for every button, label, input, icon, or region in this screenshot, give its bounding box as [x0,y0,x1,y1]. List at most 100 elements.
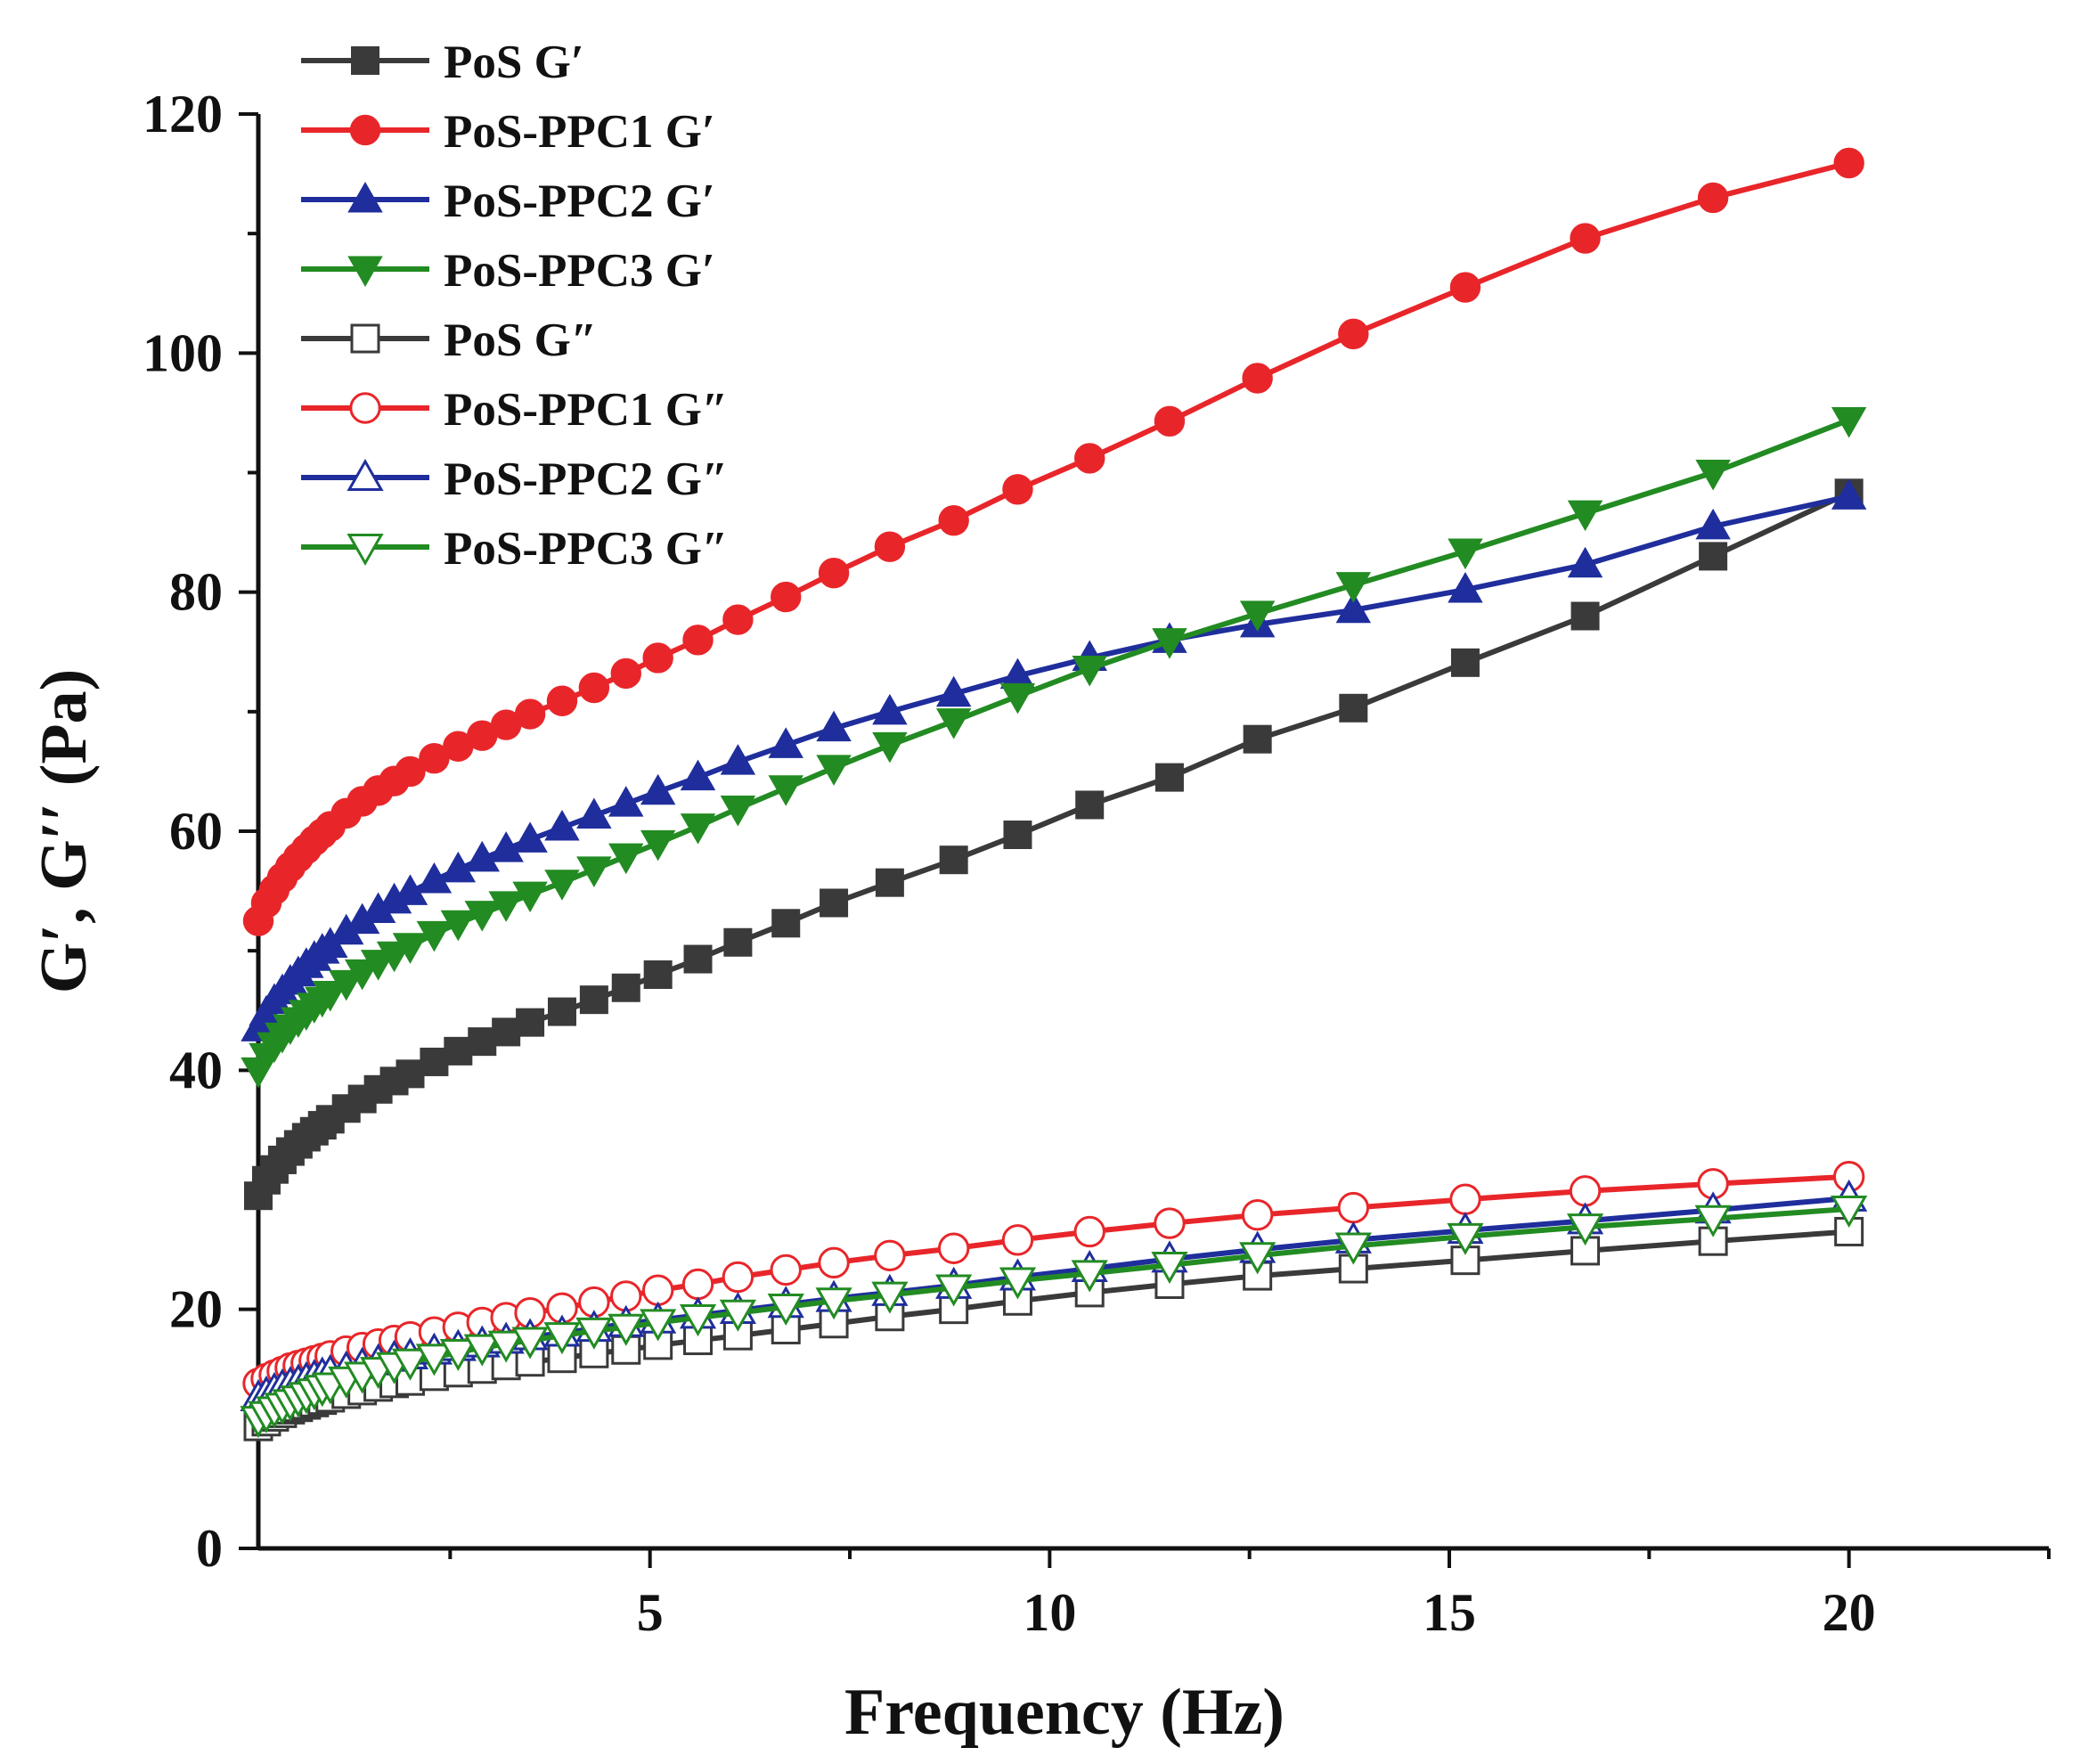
series-1 [242,147,1864,936]
legend-item: PoS G″ [301,314,597,366]
data-point [608,786,644,817]
y-tick-label: 100 [143,323,223,382]
data-point [488,831,524,862]
legend-marker [350,323,380,354]
data-point [642,642,673,674]
data-point [444,1036,473,1066]
data-point [514,698,546,730]
y-tick-label: 60 [169,802,223,861]
legend-label: PoS-PPC2 G′ [444,176,715,227]
data-point [767,1293,804,1327]
data-point [937,1232,970,1264]
data-point [768,727,803,758]
data-point [1570,223,1601,254]
data-point [768,775,803,806]
data-point [1448,538,1483,570]
data-point [872,731,908,764]
series-2 [241,478,1867,1041]
data-point [1152,628,1187,659]
data-point [440,910,477,942]
series-line [256,494,1850,1030]
data-point [1334,1232,1372,1265]
data-point [938,504,969,536]
data-point [610,657,641,690]
legend-marker [347,181,383,213]
legend-marker [349,392,381,424]
legend: PoS G′ PoS-PPC1 G′ PoS-PPC2 G′ PoS-PPC3 G′ P… [301,37,728,575]
series-line [256,417,1850,1072]
data-point [392,874,428,905]
data-point [1154,763,1184,792]
data-point [641,1274,674,1306]
data-point [771,909,801,938]
data-point [720,744,756,775]
data-point [872,693,908,725]
data-point [1831,1195,1868,1228]
data-point [1699,542,1728,571]
legend-item: PoS-PPC1 G′ [301,106,715,158]
data-point [875,868,904,897]
data-point [816,710,852,742]
legend-label: PoS G′ [444,37,584,88]
data-point [818,1246,850,1279]
data-point [579,985,608,1015]
series-0 [244,478,1864,1211]
y-tick-label: 40 [169,1041,223,1099]
data-point [1449,1183,1481,1215]
y-tick-label: 20 [169,1280,223,1339]
data-point [439,1338,477,1371]
data-point [640,829,676,862]
legend-marker [347,534,384,567]
data-point [488,891,524,922]
data-point [939,845,968,875]
data-point [683,944,713,974]
data-point [511,1327,549,1360]
data-point [720,796,756,827]
data-point [543,1322,581,1355]
legend-item: PoS G′ [301,37,584,88]
legend-marker [347,458,384,491]
data-point [722,1261,754,1294]
data-point [546,685,578,716]
data-point [1831,406,1867,438]
data-point [681,1268,714,1301]
data-point [643,960,673,989]
data-point [874,1239,906,1271]
data-point [1570,601,1600,631]
y-tick-label: 80 [169,563,223,622]
legend-marker [351,46,379,75]
data-point [1242,363,1273,394]
data-point [576,797,612,829]
data-point [771,581,802,613]
data-point [1002,474,1033,505]
data-point [820,888,849,918]
data-point [468,1027,497,1057]
data-point [935,708,972,739]
data-point [1001,1224,1034,1256]
x-tick-label: 10 [1023,1583,1076,1642]
data-point [578,672,610,704]
x-axis-title: Frequency (Hz) [844,1676,1285,1749]
data-point [440,851,477,883]
data-point [344,959,380,991]
data-point [328,969,364,1001]
data-point [547,997,576,1026]
data-point [512,821,548,853]
data-point [723,927,753,957]
data-point [1566,1213,1604,1246]
data-point [999,1267,1037,1300]
data-point [1567,546,1603,578]
data-point [935,675,972,707]
data-point [1567,500,1603,532]
legend-label: PoS-PPC2 G″ [444,453,728,505]
data-point [391,1348,429,1381]
y-axis-title: G′, G′′ (Pa) [28,669,101,994]
data-point [1075,790,1105,820]
data-point [771,1314,801,1344]
data-point [415,1343,453,1376]
data-point [722,604,754,635]
legend-item: PoS-PPC2 G″ [301,453,728,505]
data-point [1337,1191,1370,1224]
data-point [874,531,906,562]
